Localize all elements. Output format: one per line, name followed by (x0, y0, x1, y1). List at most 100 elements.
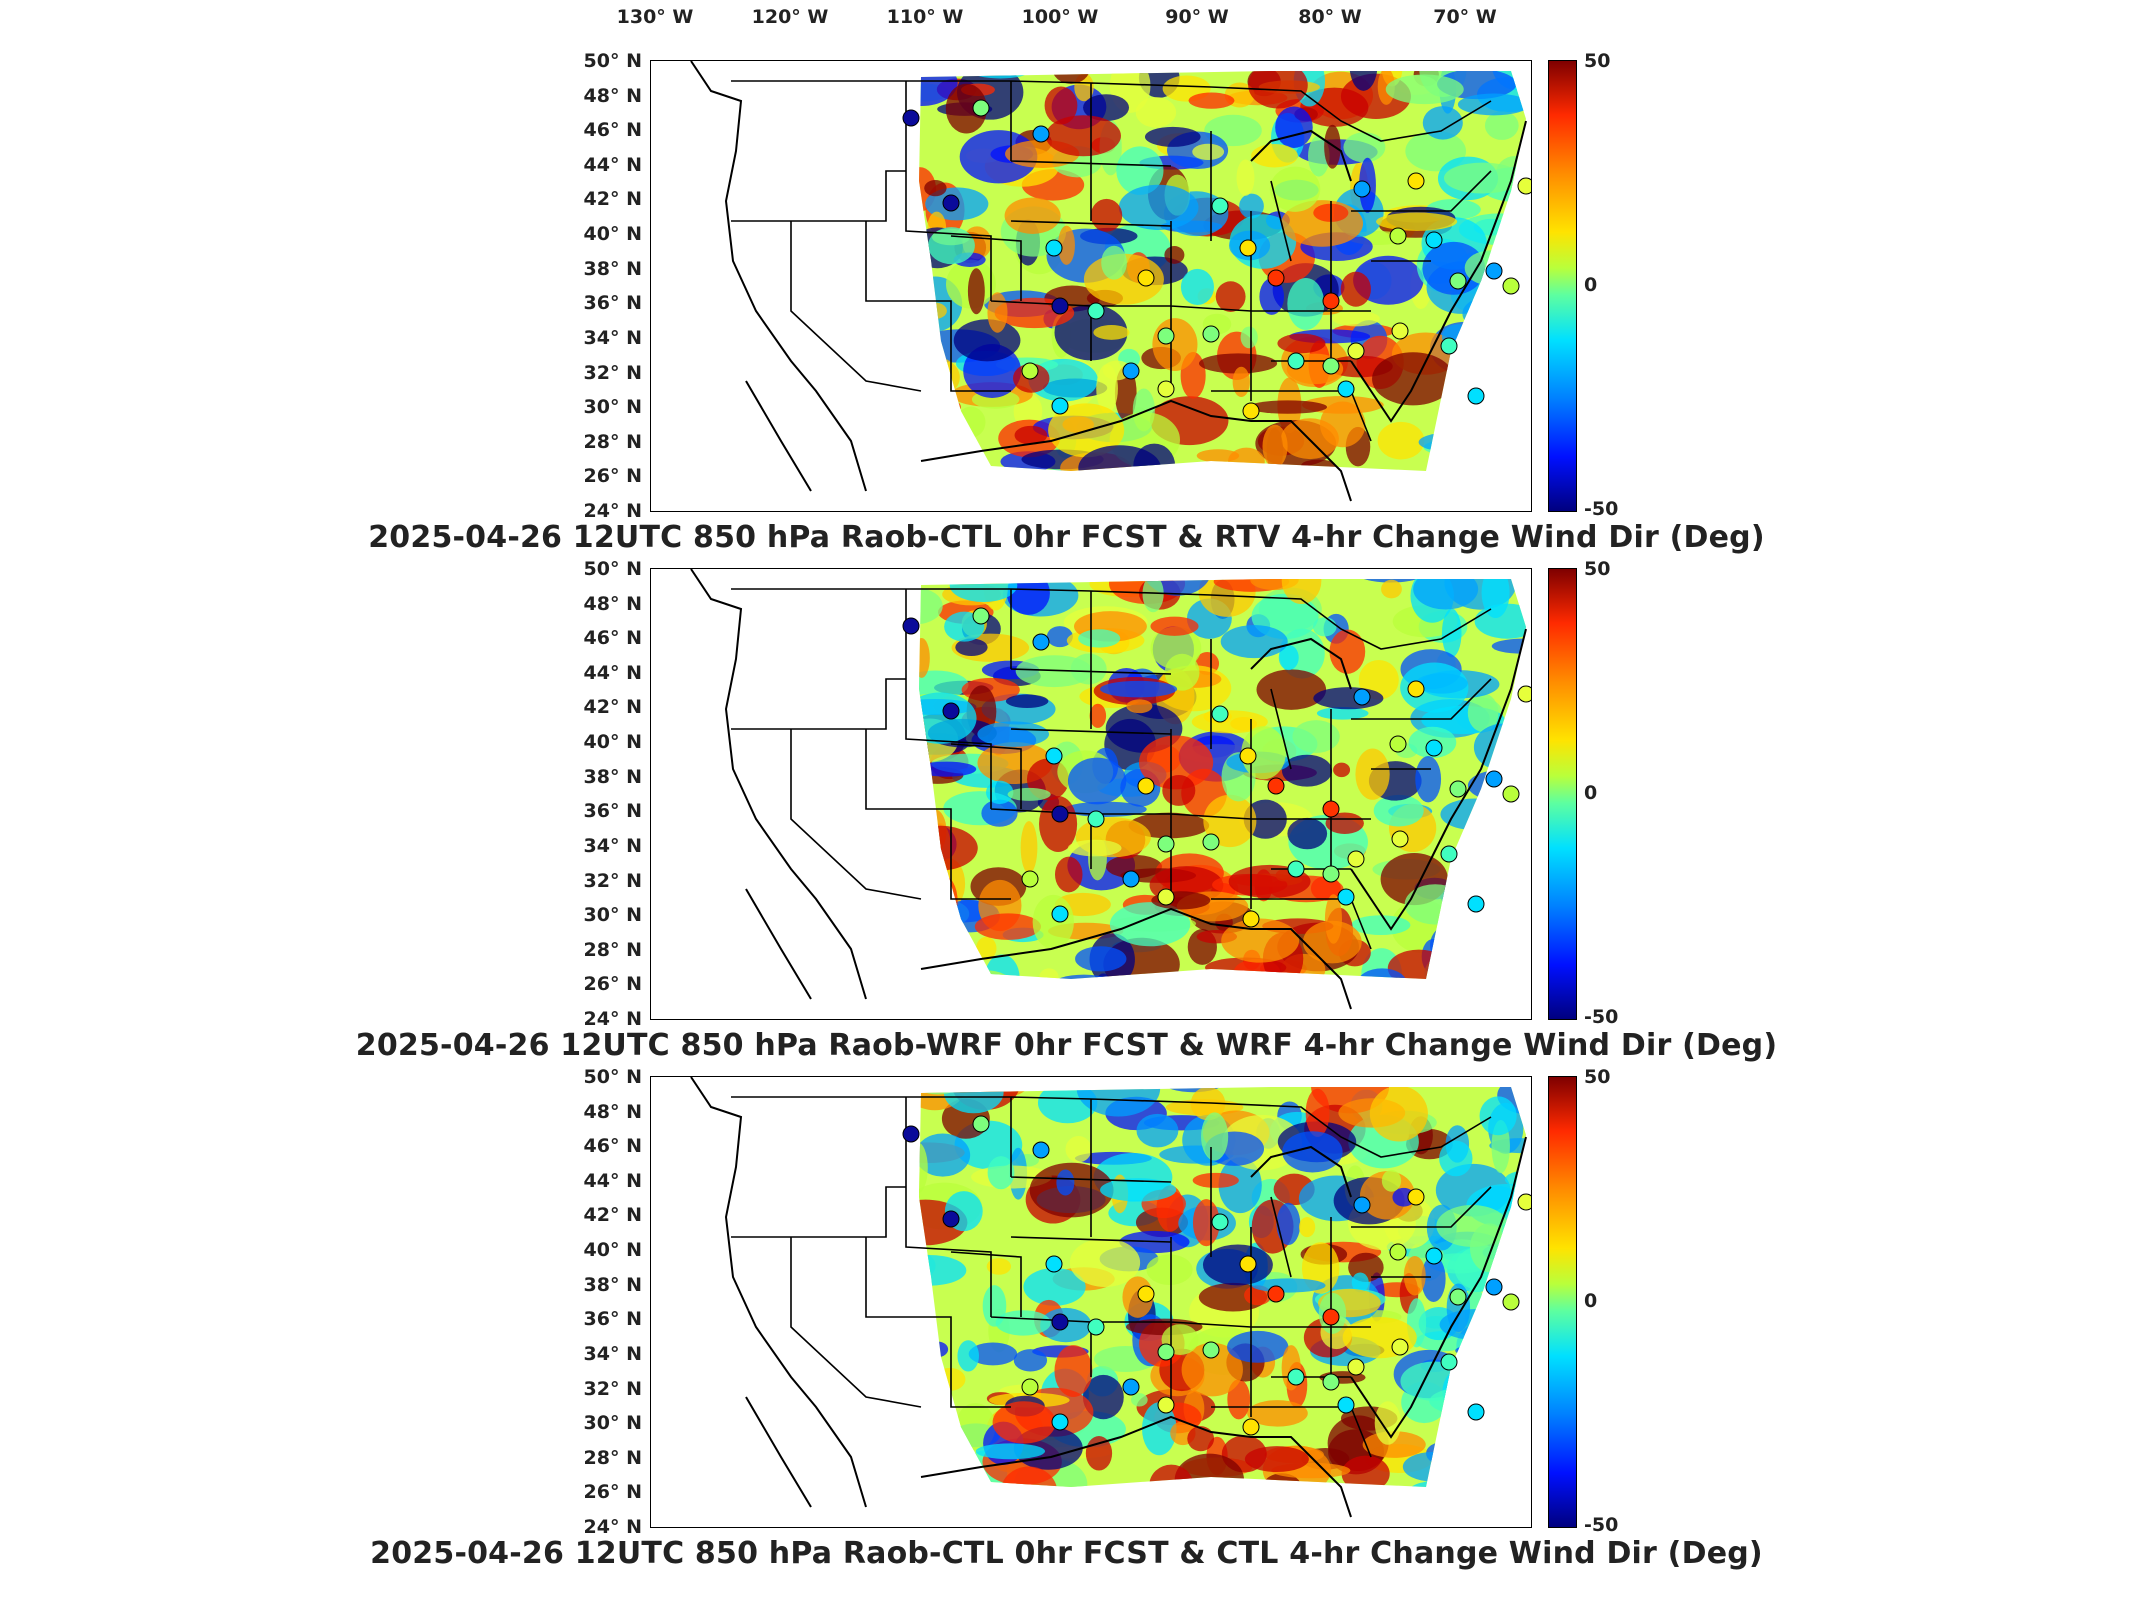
lat-label: 40° N (583, 731, 642, 754)
longitude-axis: 130° W 120° W 110° W 100° W 90° W 80° W … (0, 6, 2133, 38)
station-marker (1032, 633, 1050, 651)
station-marker (1032, 1141, 1050, 1159)
station-marker (1051, 1413, 1069, 1431)
station-marker (1087, 1318, 1105, 1336)
lon-label: 110° W (886, 6, 964, 28)
station-marker (1322, 865, 1340, 883)
map-plot-area (650, 60, 1532, 512)
lat-label: 44° N (583, 661, 642, 684)
station-marker (1389, 227, 1407, 245)
station-marker (1425, 231, 1443, 249)
lat-label: 42° N (583, 188, 642, 211)
lat-label: 24° N (583, 500, 642, 522)
colorbar-mid-label: 0 (1584, 782, 1598, 804)
station-marker (1122, 1378, 1140, 1396)
lat-label: 40° N (583, 223, 642, 246)
panel-title: 2025-04-26 12UTC 850 hPa Raob-WRF 0hr FC… (355, 1028, 1778, 1063)
station-marker (1137, 269, 1155, 287)
station-marker (1021, 1378, 1039, 1396)
lat-label: 46° N (583, 1135, 642, 1158)
station-marker (1389, 1243, 1407, 1261)
station-marker (1322, 1373, 1340, 1391)
colorbar (1548, 60, 1577, 512)
station-marker (1407, 1188, 1425, 1206)
lat-label: 36° N (583, 800, 642, 823)
station-marker (1517, 177, 1531, 195)
colorbar-mid-label: 0 (1584, 274, 1598, 296)
station-marker (1239, 1255, 1257, 1273)
station-marker (1157, 327, 1175, 345)
colorbar-min-label: -50 (1584, 1514, 1619, 1536)
station-marker (1389, 735, 1407, 753)
station-marker (1242, 910, 1260, 928)
station-marker (1239, 747, 1257, 765)
station-marker (1407, 680, 1425, 698)
station-marker (1157, 1343, 1175, 1361)
station-marker (1485, 262, 1503, 280)
lat-label: 46° N (583, 119, 642, 142)
station-marker (1391, 830, 1409, 848)
station-marker (1467, 1403, 1485, 1421)
station-marker (1122, 870, 1140, 888)
station-marker (1322, 800, 1340, 818)
lat-label: 30° N (583, 396, 642, 419)
station-marker (1045, 1255, 1063, 1273)
lat-label: 42° N (583, 696, 642, 719)
lat-label: 24° N (583, 1516, 642, 1538)
station-marker (902, 109, 920, 127)
station-marker (1157, 888, 1175, 906)
station-marker (1502, 277, 1520, 295)
lat-label: 26° N (583, 1481, 642, 1504)
station-marker (1449, 780, 1467, 798)
station-marker (1202, 833, 1220, 851)
station-marker (942, 194, 960, 212)
colorbar (1548, 568, 1577, 1020)
station-marker (1211, 1213, 1229, 1231)
station-marker (1337, 888, 1355, 906)
station-marker (942, 1210, 960, 1228)
station-marker (1157, 380, 1175, 398)
lat-label: 38° N (583, 1273, 642, 1296)
station-marker (1440, 845, 1458, 863)
lat-label: 24° N (583, 1008, 642, 1030)
station-marker (1353, 180, 1371, 198)
station-marker (1425, 1247, 1443, 1265)
station-marker (1032, 125, 1050, 143)
station-marker (1242, 1418, 1260, 1436)
panel-title: 2025-04-26 12UTC 850 hPa Raob-CTL 0hr FC… (368, 520, 1765, 555)
station-marker (1051, 905, 1069, 923)
lat-label: 38° N (583, 765, 642, 788)
station-marker (1449, 1288, 1467, 1306)
map-plot-area (650, 1076, 1532, 1528)
station-marker (1122, 362, 1140, 380)
station-marker (1287, 352, 1305, 370)
lat-label: 46° N (583, 627, 642, 650)
station-marker (1267, 1285, 1285, 1303)
lat-label: 48° N (583, 84, 642, 107)
station-marker (1051, 397, 1069, 415)
wind-direction-map (651, 569, 1531, 1019)
wind-direction-map (651, 1077, 1531, 1527)
colorbar-max-label: 50 (1584, 1066, 1611, 1088)
lat-label: 48° N (583, 592, 642, 615)
station-marker (1467, 895, 1485, 913)
station-marker (1337, 1396, 1355, 1414)
station-marker (1087, 302, 1105, 320)
station-marker (1267, 269, 1285, 287)
station-marker (1137, 1285, 1155, 1303)
station-marker (1322, 292, 1340, 310)
map-plot-area (650, 568, 1532, 1020)
station-marker (1347, 1358, 1365, 1376)
station-marker (1440, 337, 1458, 355)
station-marker (1347, 850, 1365, 868)
lat-label: 32° N (583, 869, 642, 892)
station-marker (1353, 1196, 1371, 1214)
station-marker (972, 607, 990, 625)
colorbar-min-label: -50 (1584, 498, 1619, 520)
station-marker (1517, 685, 1531, 703)
lat-label: 50° N (583, 1066, 642, 1088)
station-marker (1211, 197, 1229, 215)
colorbar-max-label: 50 (1584, 50, 1611, 72)
station-marker (972, 99, 990, 117)
lat-label: 34° N (583, 326, 642, 349)
